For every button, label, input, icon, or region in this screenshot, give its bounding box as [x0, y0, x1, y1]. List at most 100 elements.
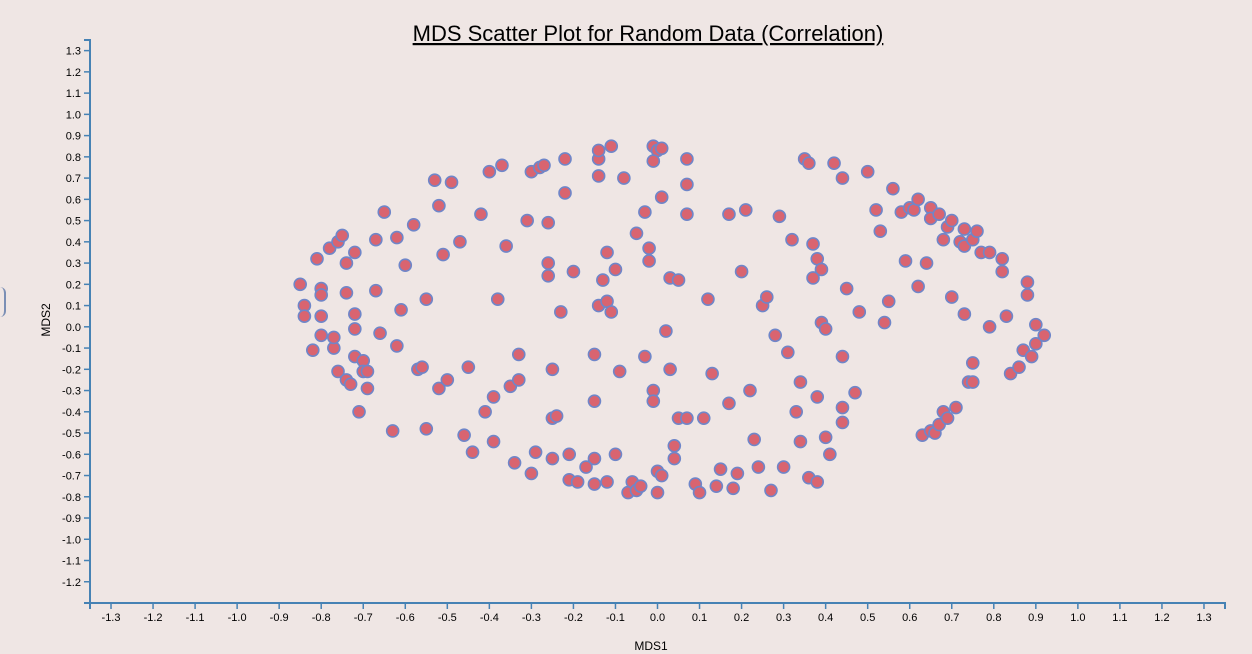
data-point — [642, 254, 656, 268]
y-axis: -1.2 -1.1 -1.0 -0.9 -0.8 -0.7 -0.6 -0.5 -0.4 -0.3… — [62, 39, 91, 604]
data-point — [600, 475, 614, 489]
data-point — [490, 292, 505, 306]
data-point — [877, 315, 892, 330]
data-point — [806, 237, 820, 251]
x-tick-label: 1.2 — [1154, 612, 1169, 624]
data-point — [524, 466, 539, 481]
data-point — [608, 262, 623, 277]
data-point — [759, 290, 774, 304]
data-point — [587, 451, 602, 466]
data-point — [667, 438, 682, 453]
data-point — [654, 468, 669, 483]
data-point — [541, 256, 556, 270]
y-tick-label: 1.0 — [66, 109, 81, 121]
data-point — [545, 362, 560, 377]
data-point — [1020, 288, 1035, 302]
data-point — [659, 324, 673, 338]
x-tick-label: 0.1 — [692, 612, 707, 624]
data-point — [827, 156, 841, 171]
data-point — [1020, 275, 1035, 289]
data-point — [781, 345, 795, 360]
data-point — [743, 383, 757, 398]
y-tick-label: 0.0 — [66, 322, 81, 334]
data-point — [478, 404, 492, 419]
data-point — [823, 447, 837, 462]
data-point — [377, 205, 392, 219]
data-point — [331, 364, 345, 379]
data-point — [957, 307, 972, 321]
x-tick-label: 0.0 — [650, 612, 665, 624]
data-point — [499, 239, 513, 253]
data-point — [390, 230, 404, 245]
data-point — [944, 290, 959, 304]
data-point — [835, 415, 850, 430]
y-tick-label: 0.7 — [66, 173, 81, 185]
data-point — [465, 445, 480, 459]
data-point — [436, 247, 450, 262]
data-point — [545, 451, 560, 466]
data-point — [667, 451, 682, 466]
data-point — [348, 322, 362, 336]
data-point — [305, 343, 320, 357]
data-point — [738, 203, 753, 217]
window-edge-handle[interactable] — [0, 287, 6, 317]
x-tick-label: -0.2 — [564, 612, 583, 624]
data-point — [457, 428, 471, 442]
data-point — [734, 264, 749, 279]
data-point — [646, 154, 661, 168]
data-point — [772, 209, 787, 224]
y-tick-label: -0.4 — [62, 407, 81, 419]
y-tick-label: 0.3 — [66, 258, 81, 270]
data-point — [680, 207, 694, 222]
data-point — [932, 207, 946, 222]
y-tick-label: -0.6 — [62, 449, 81, 461]
data-point — [373, 326, 387, 340]
y-axis-line — [84, 39, 91, 604]
y-tick-label: 1.1 — [66, 88, 81, 100]
data-point — [541, 215, 556, 230]
data-point — [608, 447, 623, 462]
data-point — [701, 292, 715, 306]
data-point — [507, 455, 522, 470]
data-point — [835, 171, 850, 185]
data-point — [806, 271, 820, 285]
x-tick-label: -0.6 — [396, 612, 415, 624]
data-point — [751, 460, 766, 474]
y-tick-label: -0.2 — [62, 364, 81, 376]
y-tick-label: 0.2 — [66, 279, 81, 291]
data-point — [776, 460, 791, 474]
data-point — [511, 373, 526, 387]
data-point — [486, 390, 501, 404]
data-point — [965, 356, 980, 370]
y-axis-label: MDS2 — [39, 303, 53, 337]
x-tick-label: 0.3 — [776, 612, 791, 624]
data-point — [587, 394, 602, 408]
x-tick-label: -1.1 — [186, 612, 205, 624]
data-point — [297, 309, 312, 323]
data-point — [995, 252, 1010, 266]
x-tick-label: 0.5 — [860, 612, 875, 624]
data-point — [604, 305, 619, 319]
y-tick-label: -1.0 — [62, 534, 81, 546]
data-point — [949, 400, 963, 415]
data-point — [432, 381, 446, 396]
data-point — [654, 190, 669, 205]
data-point — [486, 434, 501, 449]
data-point — [995, 264, 1010, 279]
data-point — [348, 245, 362, 260]
y-tick-label: -1.1 — [62, 556, 81, 568]
data-point — [579, 460, 593, 474]
data-point — [730, 466, 745, 481]
data-point — [339, 256, 354, 270]
x-tick-label: -1.0 — [228, 612, 247, 624]
data-point — [537, 158, 551, 173]
data-point — [818, 322, 833, 336]
data-point — [554, 305, 568, 319]
data-point — [638, 349, 652, 364]
data-point — [835, 349, 850, 364]
data-point — [764, 483, 778, 498]
data-point — [1029, 317, 1043, 332]
data-point — [898, 254, 913, 268]
data-point — [957, 222, 972, 236]
